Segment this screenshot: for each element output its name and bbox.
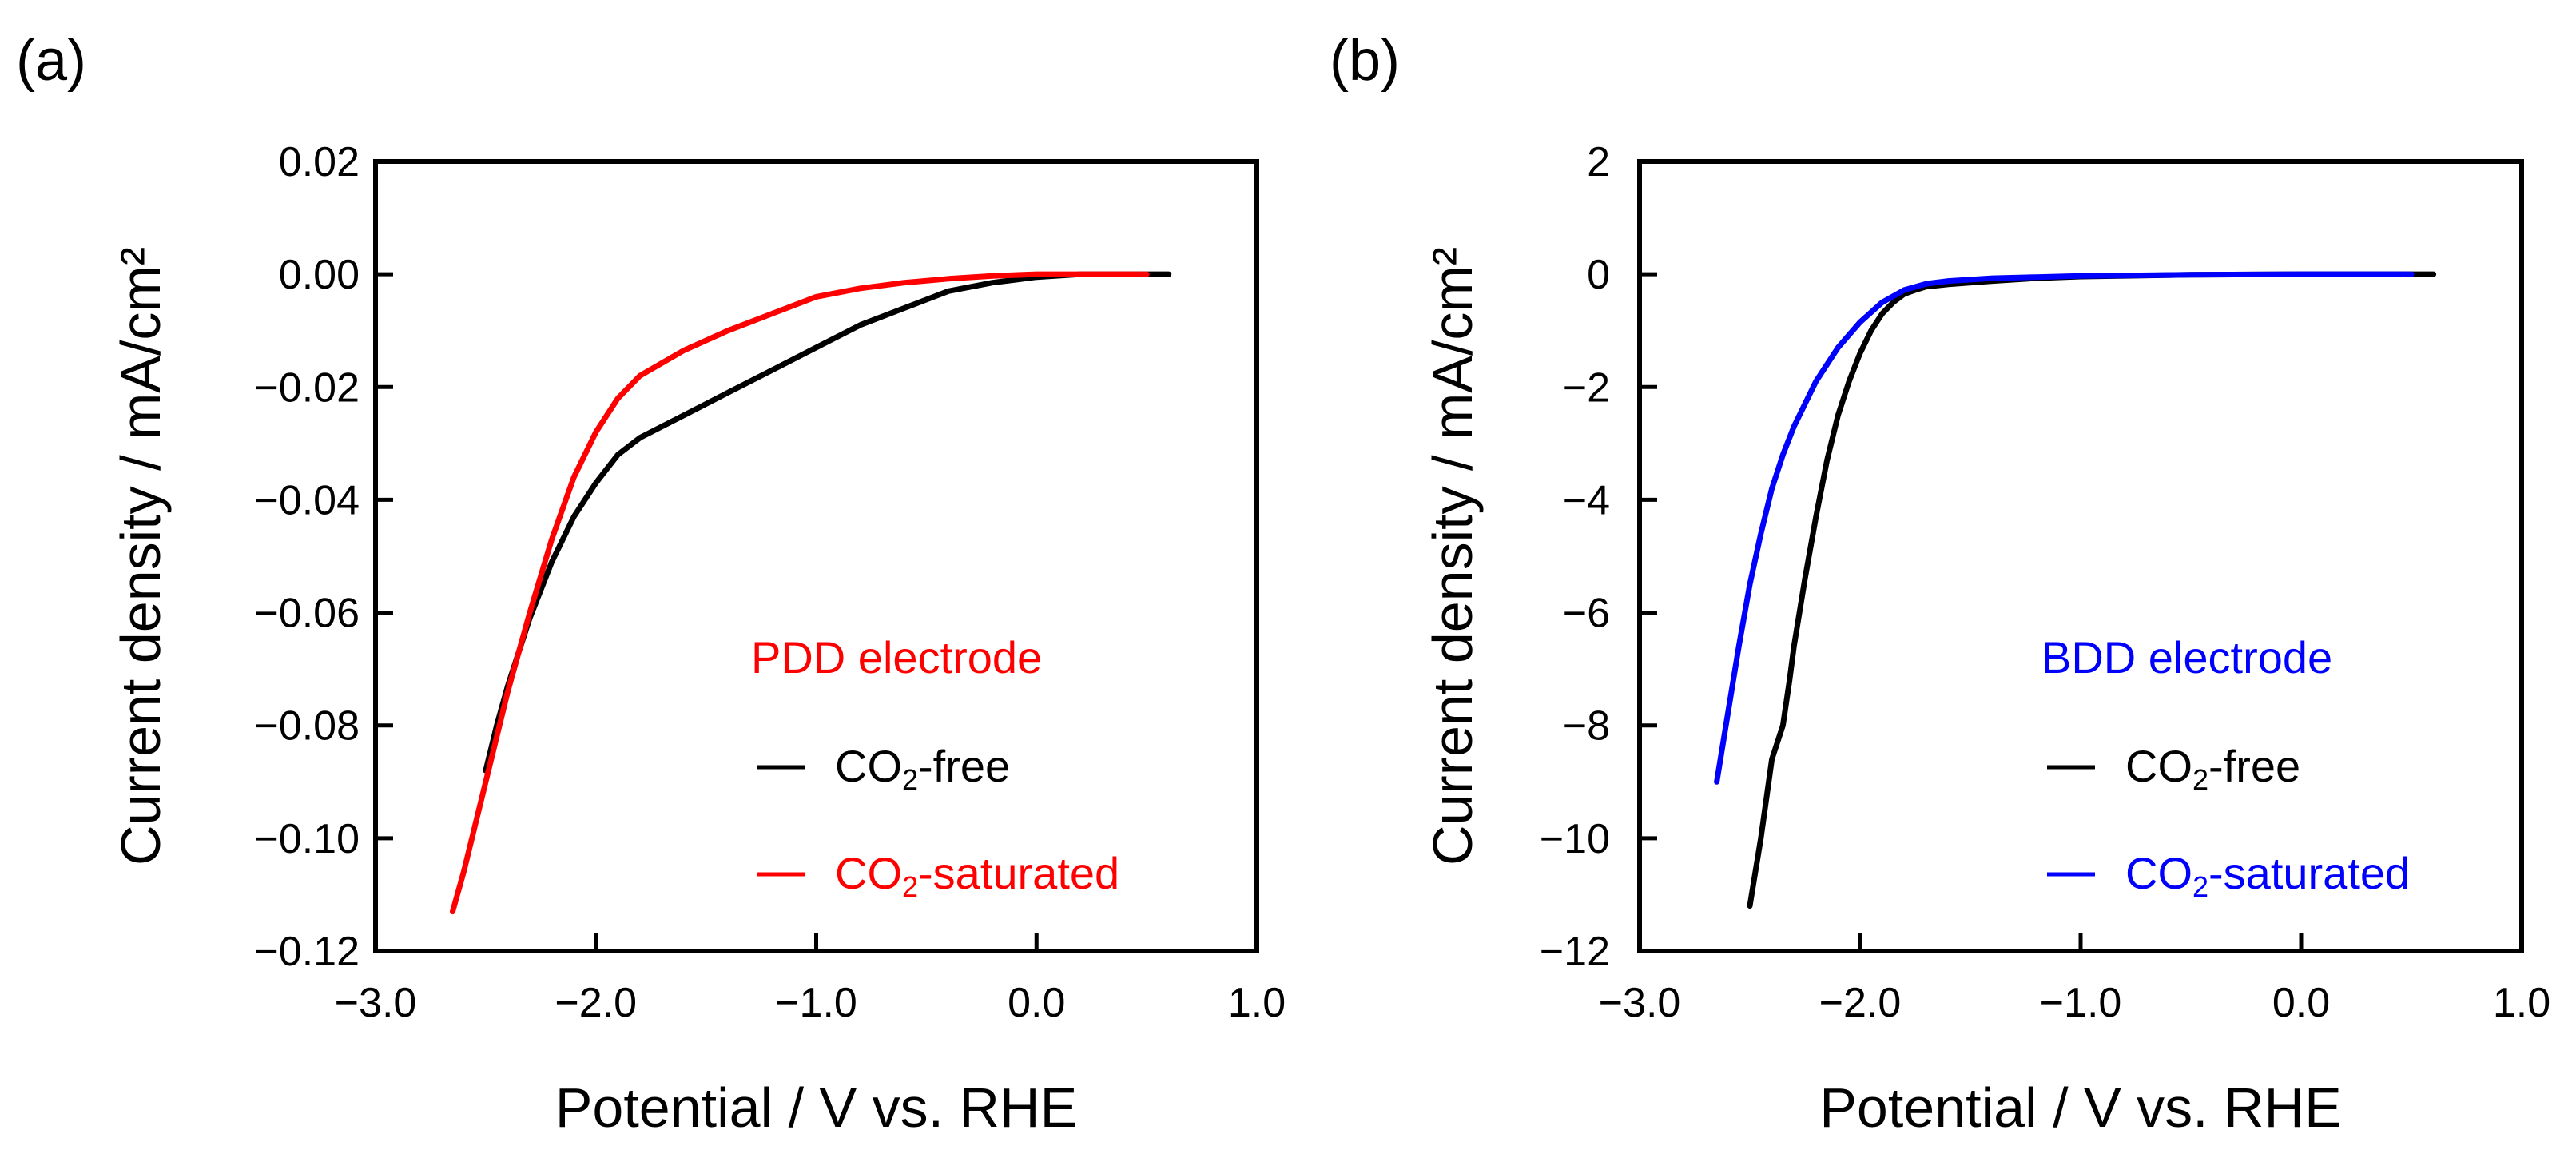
panel-b-y-tick-label: −4 [1563,477,1610,523]
panel-a-series-co2-saturated-line [450,271,1150,915]
panel-a-y-tick-label: −0.10 [254,816,360,862]
panel-b-legend-label-co2-free: CO2-free [2125,741,2300,796]
panel-a-x-tick-label: −1.0 [775,980,857,1026]
panel-a-y-tick-label: −0.06 [254,591,360,637]
panel-b-chart: (b) 2 0 −2 −4 −6 −8 −10 −12 −3.0 −2.0 −1.0 0.0 1.0 Pot… [1330,29,2550,1139]
panel-a-y-tick-label: 0.00 [279,252,360,298]
panel-a-y-tick-label: −0.08 [254,703,360,750]
panel-a-x-tick-label: 0.0 [1008,980,1065,1026]
panel-b-y-tick-label: −2 [1563,364,1610,411]
panel-a-legend-label-co2-saturated: CO2-saturated [835,848,1119,903]
panel-a-y-tick-label: 0.02 [279,139,360,185]
panel-a-x-tick-label: −2.0 [555,980,637,1026]
panel-b-x-tick-label: 0.0 [2272,980,2330,1026]
panel-a-y-tick-label: −0.12 [254,929,360,975]
panel-b-y-tick-label: −10 [1540,816,1610,862]
panel-a-series-co2-free-line [483,271,1172,774]
panel-a-y-tick-label: −0.02 [254,364,360,411]
panel-a-y-axis-title: Current density / mA/cm² [109,247,172,866]
panel-a-x-axis-title: Potential / V vs. RHE [555,1076,1078,1139]
panel-a-x-tick-label: −3.0 [335,980,417,1026]
panel-b-x-tick-label: 1.0 [2493,980,2550,1026]
panel-a-legend-label-co2-free: CO2-free [835,741,1010,796]
panel-b-x-tick-label: −3.0 [1599,980,1681,1026]
panel-b-x-tick-label: −2.0 [1819,980,1902,1026]
panel-b-y-tick-label: 0 [1587,252,1610,298]
panel-b-y-tick-label: −12 [1540,929,1610,975]
panel-a-y-tick-label: −0.04 [254,477,360,523]
panel-a-x-tick-label: 1.0 [1228,980,1286,1026]
panel-b-series-co2-saturated-line [1714,271,2415,785]
panel-b-legend-label-co2-saturated: CO2-saturated [2125,848,2410,903]
panel-b-x-axis-title: Potential / V vs. RHE [1819,1076,2342,1139]
panel-a-chart: (a) 0.02 0.00 −0.02 −0.04 −0.06 −0.08 −0.10 −0.1… [16,29,1286,1139]
panel-b-y-tick-label: −8 [1563,703,1610,750]
panel-b-y-tick-label: −6 [1563,591,1610,637]
panel-b-x-tick-label: −1.0 [2040,980,2122,1026]
panel-b-label: (b) [1330,29,1400,93]
panel-b-electrode-label: BDD electrode [2041,632,2332,682]
panel-b-y-tick-label: 2 [1587,139,1610,185]
panel-a-label: (a) [16,29,86,93]
panel-b-y-axis-title: Current density / mA/cm² [1421,247,1484,866]
panel-a-electrode-label: PDD electrode [751,632,1042,682]
